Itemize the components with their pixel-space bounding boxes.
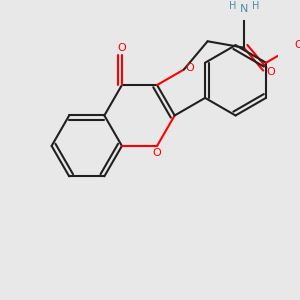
Text: O: O: [294, 40, 300, 50]
Text: H: H: [252, 1, 259, 11]
Text: H: H: [229, 1, 236, 11]
Text: O: O: [186, 63, 194, 73]
Text: O: O: [266, 67, 275, 77]
Text: O: O: [153, 148, 161, 158]
Text: N: N: [240, 4, 248, 14]
Text: O: O: [117, 43, 126, 52]
